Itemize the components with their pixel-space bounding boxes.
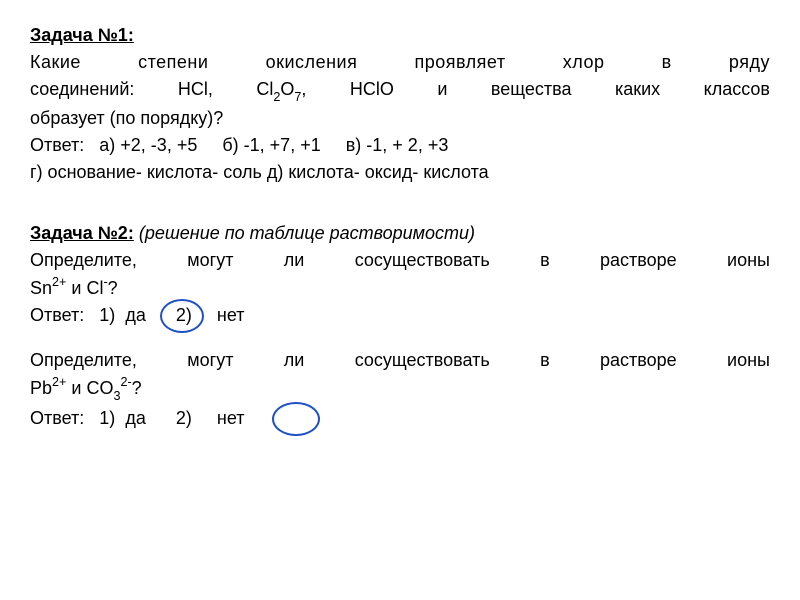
t2-q1-and: и Cl [66, 278, 103, 298]
t2-q1-ans1: 1) [99, 305, 115, 325]
task1-title: Задача №1: [30, 22, 770, 49]
t2-q2-ans1-val: да [125, 408, 146, 428]
t1-l2-sub2: 7 [294, 90, 301, 104]
t1-opt-b: б) -1, +7, +1 [222, 135, 320, 155]
task2-title-row: Задача №2: (решение по таблице растворим… [30, 220, 770, 247]
t1-l2-post: , HClO и вещества каких классов [301, 79, 770, 99]
task1-line3: образует (по порядку)? [30, 105, 770, 132]
t1-opt-d: д) кислота- оксид- кислота [267, 162, 489, 182]
task2-title: Задача №2: [30, 223, 134, 243]
task2-q2-line2: Pb2+ и CO32-? [30, 374, 770, 404]
task1-title-text: Задача №1: [30, 25, 134, 45]
t2-q1-ion2-sup: - [103, 275, 107, 289]
t2-q2-ion1: Pb [30, 378, 52, 398]
t2-q2-end: ? [132, 378, 142, 398]
task2-q2-line1: Определите, могут ли сосуществовать в ра… [30, 347, 770, 374]
t2-q2-ans1: 1) [99, 408, 115, 428]
t1-opt-g: г) основание- кислота- соль [30, 162, 262, 182]
t1-l2-sub1: 2 [273, 90, 280, 104]
t2-q1-ans2-val: нет [217, 305, 245, 325]
t2-q2-ion2-sup: 2- [120, 375, 131, 389]
t2-q2-and: и CO [66, 378, 113, 398]
task1-line1: Какие степени окисления проявляет хлор в… [30, 49, 770, 76]
t2-q2-sub: 3 [113, 389, 120, 403]
task2-note: (решение по таблице растворимости) [139, 223, 475, 243]
t2-q2-ans2-val: нет [217, 408, 245, 428]
task1-answers-row1: Ответ: а) +2, -3, +5 б) -1, +7, +1 в) -1… [30, 132, 770, 159]
t1-l2-pre: соединений: HCl, Cl [30, 79, 273, 99]
task-2: Задача №2: (решение по таблице растворим… [30, 220, 770, 431]
circle-annotation-2 [272, 402, 320, 436]
task2-q2-answers: Ответ: 1) да 2) нет [30, 405, 770, 432]
t2-q2-ans2: 2) [176, 408, 192, 428]
t2-q1-ans-label: Ответ: [30, 305, 84, 325]
t1-opt-a: а) +2, -3, +5 [99, 135, 197, 155]
t2-q2-ion1-sup: 2+ [52, 375, 66, 389]
t1-ans-label: Ответ: [30, 135, 84, 155]
t2-q1-ans2: 2) [176, 305, 192, 325]
t2-q1-ion1: Sn [30, 278, 52, 298]
task2-q1-line1: Определите, могут ли сосуществовать в ра… [30, 247, 770, 274]
t2-q1-ans1-val: да [125, 305, 146, 325]
t2-q1-end: ? [108, 278, 118, 298]
t1-opt-v: в) -1, + 2, +3 [346, 135, 449, 155]
spacer [30, 329, 770, 347]
task1-line2: соединений: HCl, Cl2O7, HClO и вещества … [30, 76, 770, 105]
t2-q1-ion1-sup: 2+ [52, 275, 66, 289]
t2-q2-ans-label: Ответ: [30, 408, 84, 428]
task2-q1-answers: Ответ: 1) да 2) нет [30, 302, 770, 329]
task1-answers-row2: г) основание- кислота- соль д) кислота- … [30, 159, 770, 186]
task2-q1-line2: Sn2+ и Cl-? [30, 274, 770, 302]
task-1: Задача №1: Какие степени окисления прояв… [30, 22, 770, 186]
t1-l2-mid: O [280, 79, 294, 99]
